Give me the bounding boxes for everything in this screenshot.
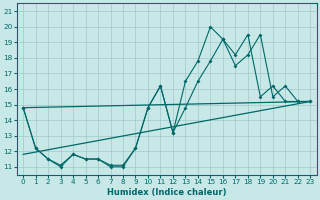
X-axis label: Humidex (Indice chaleur): Humidex (Indice chaleur) (107, 188, 227, 197)
